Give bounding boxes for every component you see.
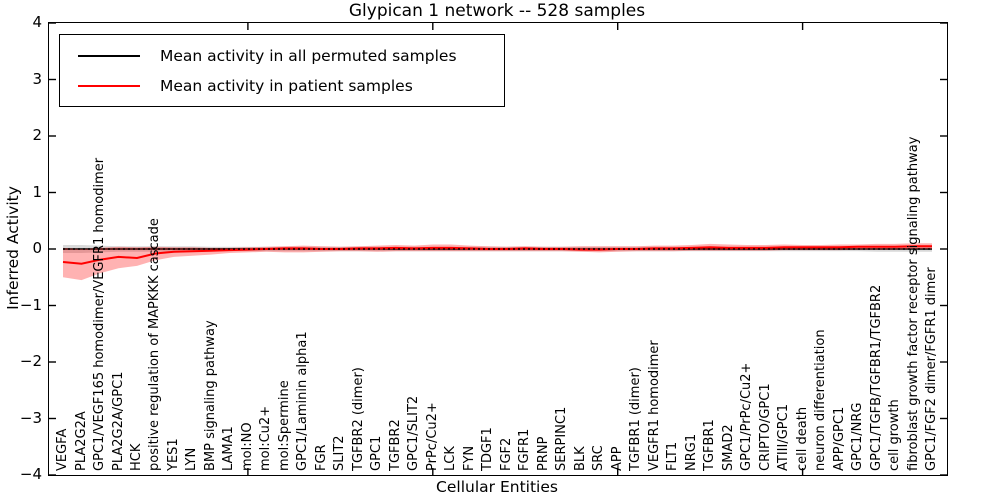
legend-label: Mean activity in patient samples [160,76,413,95]
y-axis-tick-labels: 4 3 2 1 0 −1 −2 −3 −4 [0,13,42,483]
plot-area: VEGFA PLA2G2A GPC1/VEGF165 homodimer/VEGFR… [48,22,948,476]
y-tick-label: 1 [32,182,42,201]
y-tick-label: −3 [19,408,42,427]
patient-mean-line [62,245,932,265]
patient-line-swatch [78,84,140,87]
y-tick-label: −4 [19,465,42,483]
legend-entry-permuted: Mean activity in all permuted samples [72,42,494,69]
plot-canvas [49,23,947,475]
y-tick-label: 3 [32,69,42,88]
permuted-line-swatch [78,54,140,57]
chart-title: Glypican 1 network -- 528 samples [348,1,646,21]
y-tick-label: 0 [32,239,42,257]
y-tick-label: −2 [19,352,42,370]
legend: Mean activity in all permuted samples Me… [59,34,505,107]
legend-label: Mean activity in all permuted samples [160,46,457,65]
y-tick-label: 4 [32,13,42,31]
x-axis-label: Cellular Entities [436,478,558,496]
legend-entry-patient: Mean activity in patient samples [72,72,494,99]
y-tick-label: 2 [32,126,42,144]
y-tick-label: −1 [19,295,42,314]
